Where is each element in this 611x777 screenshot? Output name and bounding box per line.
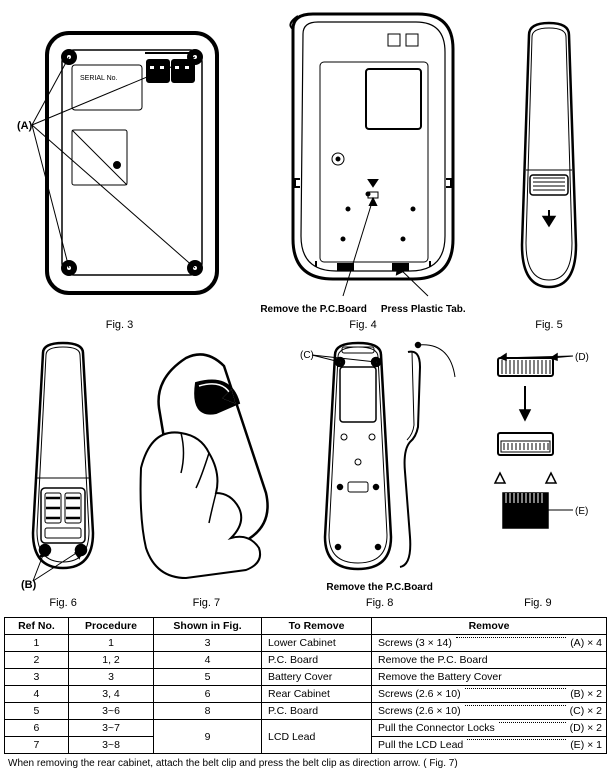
- fig5-caption: Fig. 5: [535, 319, 563, 331]
- cell-ref: 5: [5, 703, 69, 720]
- cell-remove: Screws (2.6 × 10) (B) × 2: [372, 686, 607, 703]
- cell-remove: Remove the Battery Cover: [372, 669, 607, 686]
- cell-ref: 6: [5, 720, 69, 737]
- fig9-label-d: (D): [575, 352, 589, 363]
- cell-proc: 1, 2: [68, 652, 153, 669]
- fig7-caption: Fig. 7: [193, 597, 221, 609]
- fig8-label-c: (C): [300, 350, 314, 361]
- cell-proc: 3~7: [68, 720, 153, 737]
- fig8-svg: (C): [300, 337, 460, 582]
- cell-remove: Remove the P.C. Board: [372, 652, 607, 669]
- fig4-note-left: Remove the P.C.Board: [260, 304, 367, 315]
- figure-9: (D) (E) Fig. 9: [478, 338, 598, 609]
- figure-7: Fig. 7: [131, 338, 281, 609]
- dots: [465, 705, 566, 706]
- figure-4: Remove the P.C.Board Press Plastic Tab. …: [248, 4, 478, 331]
- fig9-caption: Fig. 9: [524, 597, 552, 609]
- fig3-caption: Fig. 3: [106, 319, 134, 331]
- remove-tag: (C) × 2: [570, 705, 602, 717]
- th-fig: Shown in Fig.: [154, 618, 262, 635]
- remove-text: Screws (2.6 × 10): [378, 705, 461, 717]
- figure-row-1: SERIAL No.: [4, 4, 607, 331]
- fig4-note-right: Press Plastic Tab.: [381, 304, 466, 315]
- table-row: 63~79LCD LeadPull the Connector Locks(D)…: [5, 720, 607, 737]
- fig9-svg: (D) (E): [478, 338, 598, 593]
- fig3-svg: SERIAL No.: [17, 15, 222, 315]
- cell-proc: 1: [68, 635, 153, 652]
- cell-fig: 5: [154, 669, 262, 686]
- fig4-caption: Fig. 4: [349, 319, 377, 331]
- th-ref: Ref No.: [5, 618, 69, 635]
- dots: [465, 688, 567, 689]
- remove-tag: (B) × 2: [570, 688, 602, 700]
- cell-proc: 3~8: [68, 737, 153, 754]
- dots: [499, 722, 566, 723]
- cell-proc: 3~6: [68, 703, 153, 720]
- cell-toremove: Battery Cover: [262, 669, 372, 686]
- cell-remove: Pull the LCD Lead (E) × 1: [372, 737, 607, 754]
- figure-row-2: (B) Fig. 6: [4, 337, 607, 609]
- fig9-label-e: (E): [575, 506, 588, 517]
- dots: [467, 739, 566, 740]
- th-proc: Procedure: [68, 618, 153, 635]
- cell-remove: Screws (3 × 14) (A) × 4: [372, 635, 607, 652]
- cell-fig: 6: [154, 686, 262, 703]
- table-row: 43, 46Rear Cabinet Screws (2.6 × 10) (B) ×…: [5, 686, 607, 703]
- table-row: 53~68P.C. Board Screws (2.6 × 10) (C) × 2: [5, 703, 607, 720]
- remove-text: Pull the Connector Locks: [378, 722, 495, 734]
- th-torem: To Remove: [262, 618, 372, 635]
- cell-fig: 9: [154, 720, 262, 754]
- remove-tag: (D) × 2: [570, 722, 602, 734]
- cell-toremove: Lower Cabinet: [262, 635, 372, 652]
- figure-3: SERIAL No.: [17, 15, 222, 331]
- remove-text: Screws (3 × 14): [378, 637, 452, 649]
- fig6-svg: (B): [13, 338, 113, 593]
- cell-ref: 3: [5, 669, 69, 686]
- cell-toremove: LCD Lead: [262, 720, 372, 754]
- cell-ref: 7: [5, 737, 69, 754]
- cell-remove: Pull the Connector Locks (D) × 2: [372, 720, 607, 737]
- cell-toremove: Rear Cabinet: [262, 686, 372, 703]
- fig6-label-b: (B): [21, 579, 37, 591]
- svg-text:SERIAL No.: SERIAL No.: [80, 75, 118, 82]
- figure-5: Fig. 5: [504, 15, 594, 331]
- cell-fig: 3: [154, 635, 262, 652]
- cell-ref: 1: [5, 635, 69, 652]
- fig8-note: Remove the P.C.Board: [326, 582, 433, 593]
- cell-remove: Screws (2.6 × 10) (C) × 2: [372, 703, 607, 720]
- cell-fig: 8: [154, 703, 262, 720]
- remove-tag: (A) × 4: [570, 637, 602, 649]
- table-row: 335Battery CoverRemove the Battery Cover: [5, 669, 607, 686]
- fig8-caption: Fig. 8: [366, 597, 394, 609]
- table-header-row: Ref No. Procedure Shown in Fig. To Remov…: [5, 618, 607, 635]
- cell-ref: 4: [5, 686, 69, 703]
- remove-text: Pull the LCD Lead: [378, 739, 463, 751]
- cell-toremove: P.C. Board: [262, 703, 372, 720]
- procedure-table: Ref No. Procedure Shown in Fig. To Remov…: [4, 617, 607, 754]
- cell-fig: 4: [154, 652, 262, 669]
- fig3-label-a: (A): [17, 120, 33, 132]
- fig6-caption: Fig. 6: [49, 597, 77, 609]
- cell-proc: 3, 4: [68, 686, 153, 703]
- cell-proc: 3: [68, 669, 153, 686]
- cell-ref: 2: [5, 652, 69, 669]
- table-row: 21, 24P.C. BoardRemove the P.C. Board: [5, 652, 607, 669]
- fig5-svg: [504, 15, 594, 315]
- remove-tag: (E) × 1: [570, 739, 602, 751]
- dots: [456, 637, 566, 638]
- remove-text: Screws (2.6 × 10): [378, 688, 461, 700]
- footnote: When removing the rear cabinet, attach t…: [4, 758, 607, 769]
- cell-toremove: P.C. Board: [262, 652, 372, 669]
- figure-6: (B) Fig. 6: [13, 338, 113, 609]
- fig7-svg: [131, 338, 281, 593]
- fig4-svg: [248, 4, 478, 304]
- th-remove: Remove: [372, 618, 607, 635]
- figure-8: (C) Remove the P.C.Board Fig. 8: [300, 337, 460, 609]
- table-row: 113Lower CabinetScrews (3 × 14)(A) × 4: [5, 635, 607, 652]
